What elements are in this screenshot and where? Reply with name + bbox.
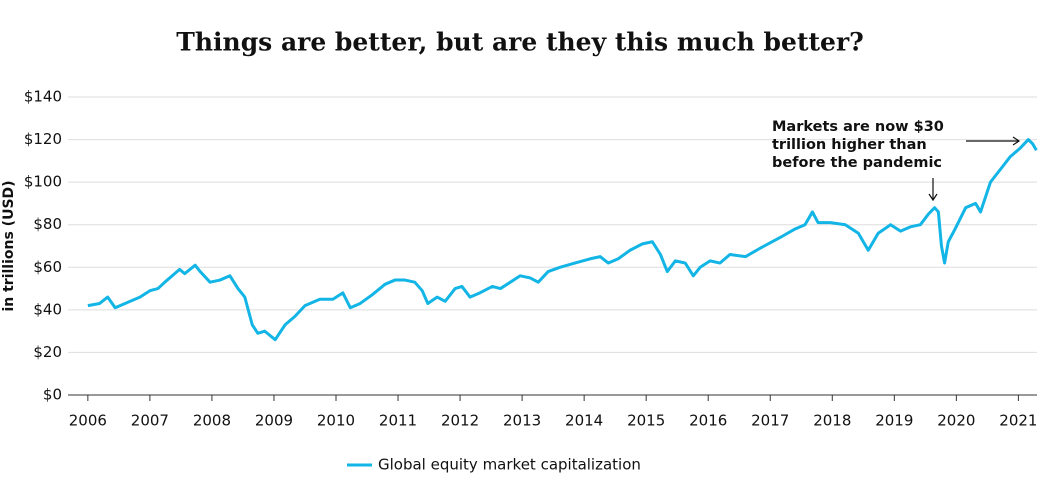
x-tick-label: 2018	[813, 412, 851, 430]
x-tick-label: 2017	[751, 412, 789, 430]
x-tick-label: 2011	[379, 412, 417, 430]
legend: Global equity market capitalization	[347, 456, 641, 474]
y-tick-label: $100	[24, 173, 62, 191]
annotation-line: trillion higher than	[772, 137, 927, 153]
y-tick-label: $80	[33, 215, 62, 233]
x-tick-label: 2012	[441, 412, 479, 430]
x-tick-label: 2009	[255, 412, 293, 430]
line-series	[87, 138, 1038, 342]
x-tick-label: 2019	[875, 412, 913, 430]
x-tick-label: 2006	[69, 412, 107, 430]
plot-area	[87, 138, 1038, 342]
y-tick-label: $60	[33, 258, 62, 276]
x-tick-label: 2014	[565, 412, 603, 430]
x-tick-label: 2016	[689, 412, 727, 430]
annotation-line: before the pandemic	[772, 155, 942, 171]
x-tick-label: 2020	[937, 412, 975, 430]
x-tick-label: 2010	[317, 412, 355, 430]
y-tick-label: $120	[24, 130, 62, 148]
legend-label: Global equity market capitalization	[378, 456, 641, 474]
x-tick-label: 2015	[627, 412, 665, 430]
x-tick-label: 2007	[131, 412, 169, 430]
x-tick-label: 2013	[503, 412, 541, 430]
y-tick-label: $140	[24, 88, 62, 106]
x-tick-label: 2008	[193, 412, 231, 430]
arrowhead	[1012, 136, 1021, 146]
arrowhead	[928, 193, 938, 202]
y-tick-label: $0	[43, 386, 62, 404]
y-axis-label: in trillions (USD)	[1, 180, 17, 311]
grid: $0 $20 $40 $60 $80 $100 $120 $140 2006 2007 2008 20…	[24, 88, 1038, 430]
x-tick-label: 2021	[999, 412, 1037, 430]
chart-title: Things are better, but are they this muc…	[176, 28, 864, 57]
y-tick-label: $40	[33, 300, 62, 318]
annotation-arrows	[928, 136, 1021, 202]
annotation-line: Markets are now $30	[772, 119, 944, 135]
y-tick-label: $20	[33, 343, 62, 361]
